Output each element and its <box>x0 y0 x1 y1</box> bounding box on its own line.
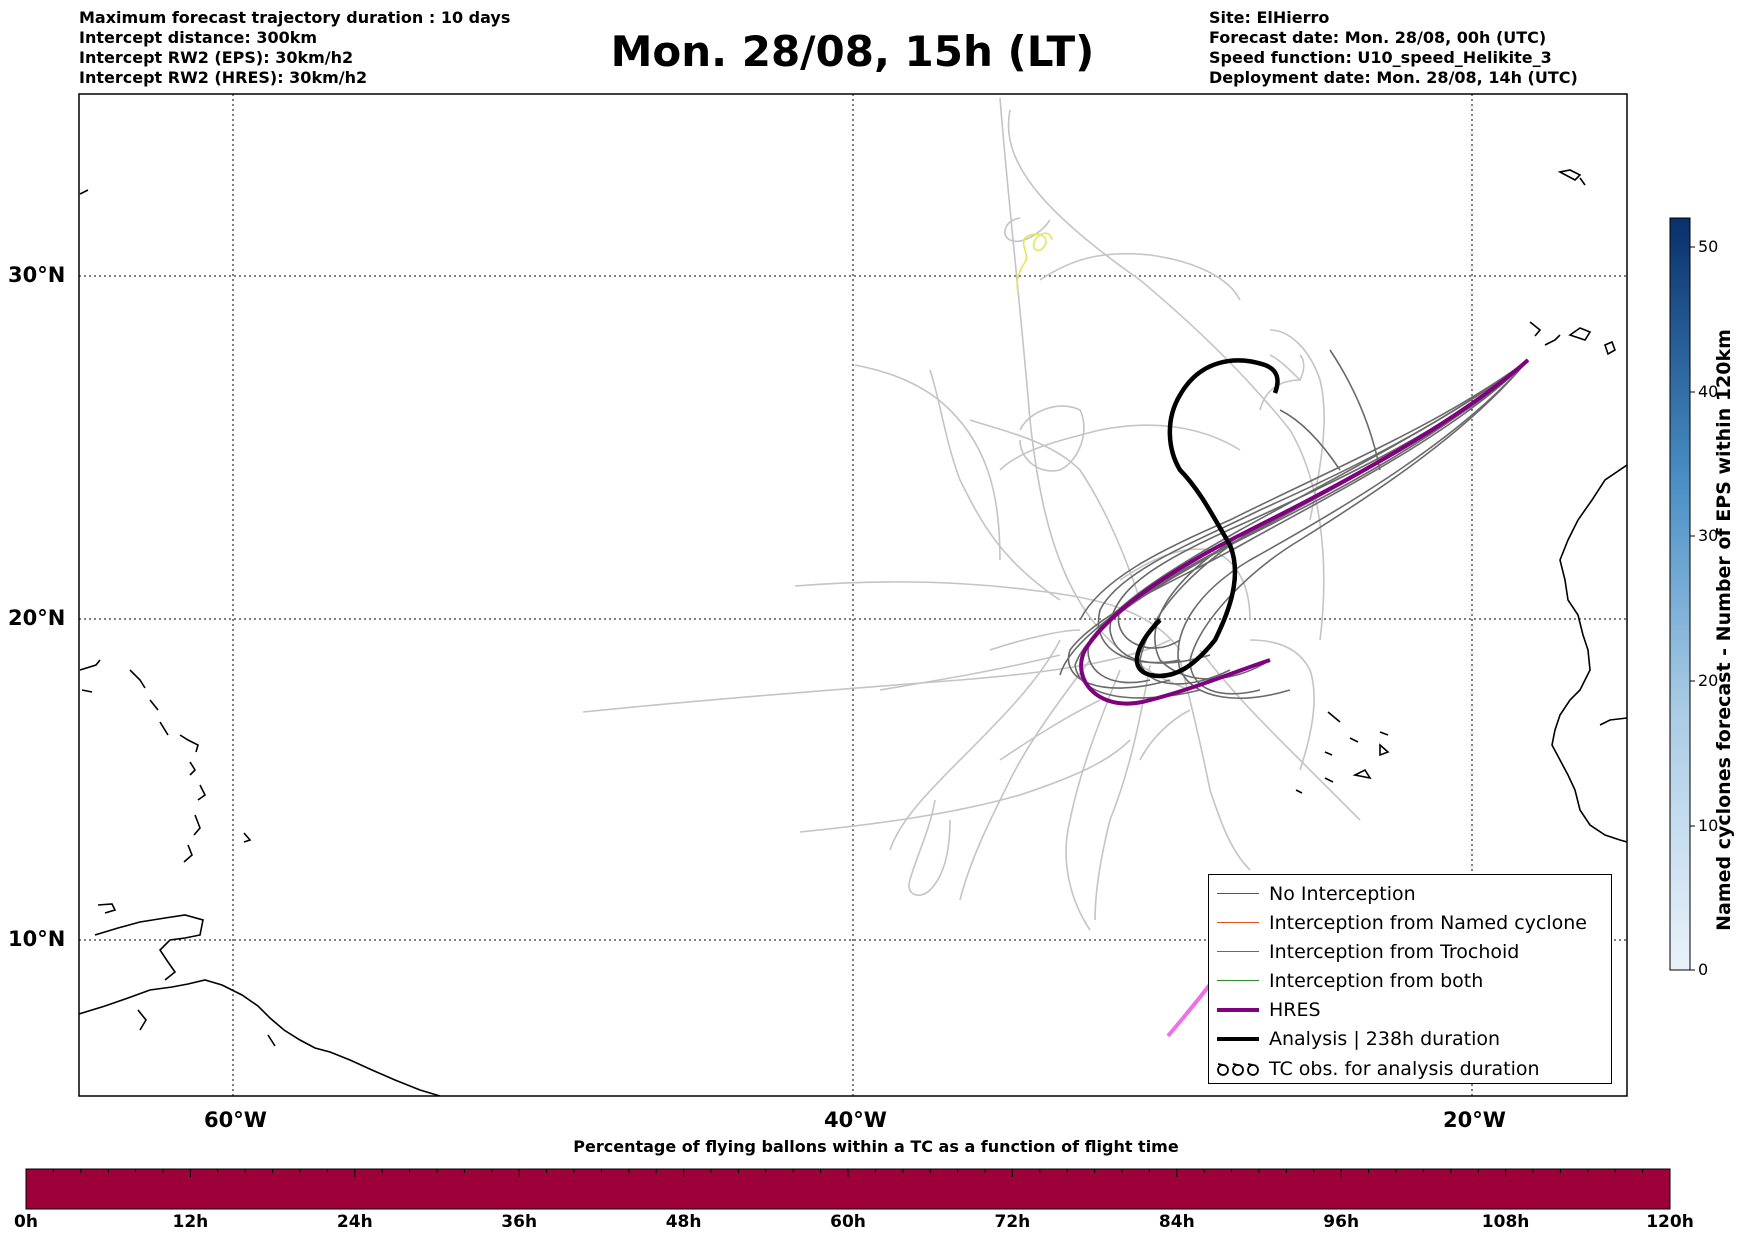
lat-label-20: 20°N <box>8 606 66 630</box>
map-title: Mon. 28/08, 15h (LT) <box>610 27 1095 76</box>
legend-label: Interception from Trochoid <box>1269 941 1520 963</box>
legend-swatch <box>1217 951 1259 952</box>
lon-label-60w: 60°W <box>204 1108 267 1132</box>
timebar-ticks <box>25 1169 1671 1177</box>
colorbar-tick-label: 20 <box>1698 671 1719 690</box>
legend-label: No Interception <box>1269 883 1416 905</box>
colorbar <box>1669 217 1691 971</box>
timebar-tick-label: 0h <box>14 1212 38 1232</box>
timebar-tick-label: 108h <box>1481 1212 1530 1232</box>
timebar-tick-label: 96h <box>1323 1212 1360 1232</box>
timebar-tick-label: 72h <box>994 1212 1031 1232</box>
header-right-line: Deployment date: Mon. 28/08, 14h (UTC) <box>1209 68 1578 87</box>
legend: No Interception Interception from Named … <box>1208 874 1612 1084</box>
analysis-trajectory <box>1134 358 1280 679</box>
lat-label-30: 30°N <box>8 263 66 287</box>
header-left-line: Intercept RW2 (EPS): 30km/h2 <box>79 48 354 67</box>
header-right-line: Speed function: U10_speed_Helikite_3 <box>1209 48 1552 67</box>
legend-label: Interception from Named cyclone <box>1269 912 1587 934</box>
legend-swatch <box>1217 1008 1259 1012</box>
legend-item-no-interception: No Interception <box>1209 881 1611 907</box>
legend-swatch <box>1217 1037 1259 1041</box>
lon-label-40w: 40°W <box>824 1108 887 1132</box>
colorbar-tick-label: 10 <box>1698 816 1719 835</box>
header-info-left: Maximum forecast trajectory duration : 1… <box>79 8 510 88</box>
legend-swatch <box>1217 980 1259 981</box>
timebar-tick-label: 120h <box>1646 1212 1694 1232</box>
header-info-right: Site: ElHierro Forecast date: Mon. 28/08,… <box>1209 8 1578 88</box>
header-left-line: Intercept distance: 300km <box>79 28 318 47</box>
legend-label: Interception from both <box>1269 970 1484 992</box>
header-right-line: Site: ElHierro <box>1209 8 1330 27</box>
legend-swatch <box>1217 922 1259 923</box>
header-left-line: Intercept RW2 (HRES): 30km/h2 <box>79 68 368 87</box>
legend-label: Analysis | 238h duration <box>1269 1028 1501 1050</box>
colorbar-tick-label: 40 <box>1698 382 1719 401</box>
lat-label-10: 10°N <box>8 927 66 951</box>
eps-trajectories-dark <box>1059 349 1529 699</box>
colorbar-tick-label: 30 <box>1698 526 1719 545</box>
yellow-loop-trajectory <box>1016 232 1053 293</box>
coastlines <box>79 169 1627 1096</box>
timebar-tick-label: 48h <box>665 1212 702 1232</box>
header-left-line: Maximum forecast trajectory duration : 1… <box>79 8 511 27</box>
legend-label: HRES <box>1269 999 1321 1021</box>
colorbar-ticks <box>1690 246 1695 971</box>
timebar-tick-label: 84h <box>1158 1212 1195 1232</box>
colorbar-tick-label: 0 <box>1698 960 1709 979</box>
colorbar-title: Named cyclones forecast - Number of EPS … <box>1713 329 1735 931</box>
timebar-tick-label: 12h <box>172 1212 209 1232</box>
legend-item-trochoid: Interception from Trochoid <box>1209 939 1611 965</box>
timebar-tick-label: 60h <box>830 1212 866 1232</box>
lon-label-20w: 20°W <box>1443 1108 1506 1132</box>
legend-item-hres: HRES <box>1209 997 1611 1023</box>
legend-item-tc-obs: TC obs. for analysis duration <box>1209 1056 1611 1082</box>
eps-trajectories-light <box>582 97 1361 931</box>
header-right-line: Forecast date: Mon. 28/08, 00h (UTC) <box>1209 28 1547 47</box>
legend-item-named-cyclone: Interception from Named cyclone <box>1209 910 1611 936</box>
timebar-tick-label: 24h <box>336 1212 373 1232</box>
legend-label: TC obs. for analysis duration <box>1269 1058 1540 1080</box>
tc-symbol-icon <box>1217 1063 1259 1076</box>
timebar-title: Percentage of flying ballons within a TC… <box>573 1137 1179 1156</box>
legend-item-both: Interception from both <box>1209 968 1611 994</box>
timebar-tick-label: 36h <box>501 1212 538 1232</box>
colorbar-tick-label: 50 <box>1698 237 1719 256</box>
hres-trajectory <box>1079 358 1530 706</box>
legend-item-analysis: Analysis | 238h duration <box>1209 1026 1611 1052</box>
map-frame <box>78 93 1628 1097</box>
legend-swatch <box>1217 893 1259 894</box>
